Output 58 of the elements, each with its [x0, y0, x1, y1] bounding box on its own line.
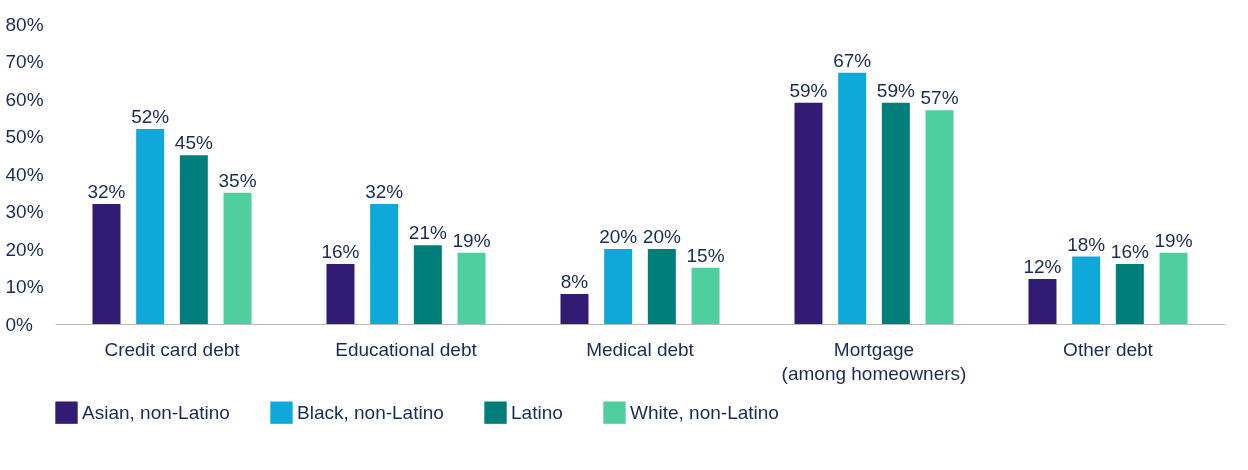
y-tick-label: 50%	[5, 126, 44, 147]
y-tick-label: 10%	[5, 276, 44, 297]
bar	[604, 249, 633, 324]
y-tick-label: 60%	[5, 88, 44, 110]
text: 20%	[642, 226, 681, 247]
bar	[794, 102, 823, 324]
y-tick-label: 70%	[5, 51, 44, 72]
y-tick-label: 0%	[5, 313, 34, 335]
legend-label: Black, non-Latino	[297, 401, 444, 423]
x-tick-label: Other debt	[1063, 338, 1154, 360]
bar	[223, 192, 252, 324]
text: 67%	[833, 49, 872, 71]
text: 16%	[1110, 241, 1149, 262]
y-tick-label: 40%	[5, 163, 44, 185]
bar	[457, 252, 486, 324]
bar	[691, 267, 720, 324]
text: 15%	[686, 244, 725, 266]
bar	[1028, 279, 1057, 324]
x-tick-label: Mortgage (among homeowners)	[781, 338, 967, 384]
text: 20%	[599, 226, 638, 247]
bar	[326, 264, 355, 324]
x-tick-label: Educational debt	[335, 338, 478, 360]
bar	[136, 129, 165, 324]
bar	[925, 110, 954, 324]
bar	[838, 72, 867, 324]
text: 32%	[87, 181, 126, 202]
text: 16%	[321, 241, 360, 262]
legend-label: White, non-Latino	[630, 401, 779, 423]
bar	[881, 102, 910, 324]
x-tick-label: Medical debt	[586, 338, 695, 360]
legend-label: Asian, non-Latino	[82, 401, 230, 423]
text: 19%	[452, 229, 491, 251]
bar	[560, 294, 589, 324]
bar	[1115, 264, 1144, 324]
x-tick-label: Credit card debt	[104, 338, 241, 360]
text: 32%	[365, 181, 404, 202]
bar	[647, 249, 676, 324]
text: 21%	[408, 222, 447, 244]
text: 52%	[131, 106, 170, 127]
text: 35%	[218, 169, 257, 191]
bar	[92, 204, 121, 324]
text: 57%	[920, 87, 959, 109]
legend-label: Latino	[511, 401, 563, 423]
y-tick-label: 20%	[5, 238, 44, 260]
bar	[179, 155, 208, 324]
text: 12%	[1023, 256, 1062, 277]
y-tick-label: 80%	[5, 13, 44, 35]
bar	[370, 204, 399, 324]
y-tick-label: 30%	[5, 201, 44, 222]
text: 19%	[1154, 229, 1193, 251]
bar	[1072, 256, 1101, 324]
bar	[413, 245, 442, 324]
text: 18%	[1067, 233, 1106, 255]
text: 59%	[876, 79, 915, 101]
text: 45%	[174, 132, 213, 154]
bar	[1159, 252, 1188, 324]
text: 59%	[789, 79, 828, 101]
text: 8%	[560, 271, 589, 292]
